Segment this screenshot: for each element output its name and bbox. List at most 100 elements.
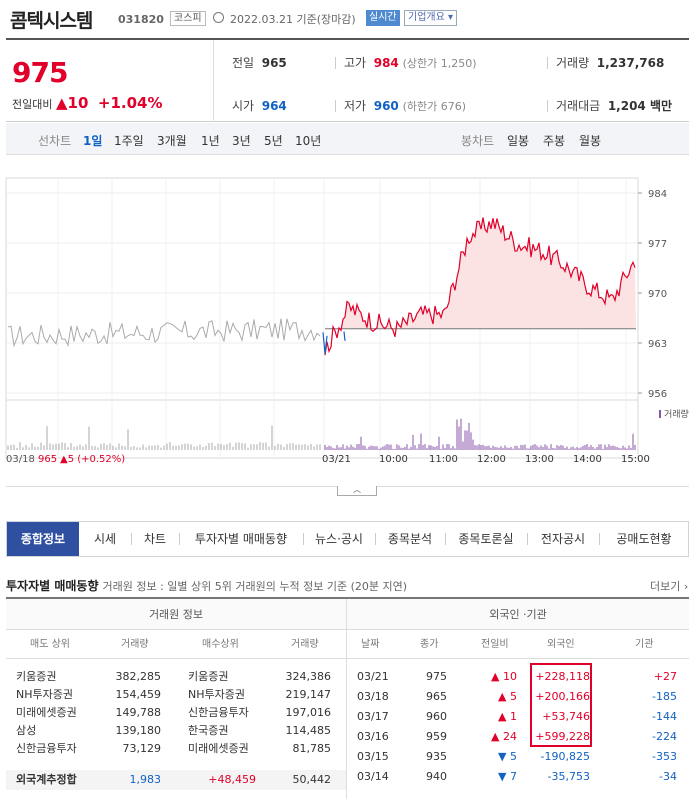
sell-broker[interactable]: 삼성 — [16, 724, 37, 737]
collapse-chart-button[interactable]: ︿ — [337, 486, 377, 496]
low-price: 저가 960 (하한가 676) — [344, 99, 467, 113]
sell-broker[interactable]: 미래에셋증권 — [16, 706, 77, 719]
row-institution: -34 — [659, 770, 677, 783]
period-3m[interactable]: 3개월 — [157, 134, 187, 148]
row-institution: -353 — [652, 750, 677, 763]
row-change: ▼ 5 — [498, 750, 517, 763]
row-date: 03/18 — [357, 690, 389, 703]
realtime-button[interactable]: 실시간 — [366, 10, 400, 26]
stock-name[interactable]: 콤텍시스템 — [10, 10, 93, 32]
period-3y[interactable]: 3년 — [232, 134, 251, 148]
diff-value: 10 — [67, 94, 89, 112]
price-line — [324, 217, 636, 356]
row-institution: -144 — [652, 710, 677, 723]
open-price: 시가 964 — [232, 99, 287, 113]
col-date: 날짜 — [361, 639, 380, 650]
tab-discussion[interactable]: 종목토론실 — [458, 532, 514, 546]
row-institution: +27 — [653, 670, 677, 683]
more-link[interactable]: 더보기 › — [650, 580, 689, 593]
row-date: 03/21 — [357, 670, 389, 683]
buy-broker[interactable]: 한국증권 — [188, 724, 229, 737]
foreign-sum-row: 외국계추정합 1,983 +48,459 50,442 — [6, 770, 346, 790]
row-close: 940 — [426, 770, 447, 783]
volume-legend-swatch — [659, 410, 661, 418]
stock-header: 콤텍시스템 031820 코스피 2022.03.21 기준(장마감) 실시간 … — [0, 0, 695, 36]
candle-daily[interactable]: 일봉 — [507, 134, 530, 148]
y-tick-label: 984 — [648, 189, 667, 200]
row-date: 03/16 — [357, 730, 389, 743]
line-chart-label: 선차트 — [38, 134, 72, 148]
row-change: ▲ 24 — [491, 730, 517, 743]
row-change: ▲ 1 — [498, 710, 517, 723]
current-price: 975 — [12, 56, 68, 89]
sell-broker[interactable]: 키움증권 — [16, 670, 57, 683]
period-1y[interactable]: 1년 — [201, 134, 220, 148]
row-foreign: -190,825 — [540, 750, 590, 763]
prev-close: 전일 965 — [232, 56, 287, 70]
buy-volume: 81,785 — [292, 742, 332, 755]
row-change: ▲ 5 — [498, 690, 517, 703]
buy-broker[interactable]: 키움증권 — [188, 670, 229, 683]
prev-info-date: 03/18 — [6, 454, 35, 465]
foreign-sum-bg — [6, 770, 346, 790]
period-5y[interactable]: 5년 — [264, 134, 283, 148]
buy-broker[interactable]: NH투자증권 — [188, 688, 245, 701]
row-close: 959 — [426, 730, 447, 743]
clock-icon — [213, 12, 224, 23]
tab-disclosure[interactable]: 전자공시 — [540, 532, 586, 546]
gain-area — [325, 217, 636, 329]
sell-volume: 382,285 — [115, 670, 162, 683]
col-close: 종가 — [420, 639, 439, 650]
buy-volume: 219,147 — [285, 688, 332, 701]
prev-info-price: 965 — [38, 454, 57, 465]
y-tick-label: 970 — [648, 289, 667, 300]
row-foreign: +53,746 — [542, 710, 590, 723]
investor-tables: 거래원 정보 외국인 ·기관 매도 상위 거래량 매수상위 거래량 날짜 종가 … — [6, 597, 689, 799]
open-dip-line — [322, 332, 328, 354]
broker-row: NH투자증권 154,459 NH투자증권 219,147 — [6, 685, 346, 705]
tab-investor-trend[interactable]: 투자자별 매매동향 — [194, 532, 288, 546]
y-tick-label: 977 — [648, 239, 667, 250]
y-tick-label: 963 — [648, 339, 667, 350]
sell-broker[interactable]: 신한금융투자 — [16, 742, 77, 755]
row-foreign: +228,118 — [535, 670, 590, 683]
period-1w[interactable]: 1주일 — [114, 134, 144, 148]
buy-volume: 197,016 — [285, 706, 332, 719]
high-price: 고가 984 (상한가 1,250) — [344, 56, 477, 70]
foreign-net: +48,459 — [208, 773, 256, 786]
volume-label: 거래량 — [664, 408, 689, 420]
tab-quote[interactable]: 시세 — [93, 532, 117, 546]
candle-weekly[interactable]: 주봉 — [543, 134, 566, 148]
buy-broker[interactable]: 신한금융투자 — [188, 706, 249, 719]
investor-row: 03/14 940 ▼ 7 -35,753 -34 — [347, 767, 689, 787]
price-chart[interactable]: 984 977 970 963 956 거래량 03/18 965 ▲5 (+0.52%) 03/… — [0, 160, 695, 470]
y-tick-label: 956 — [648, 389, 667, 400]
candle-monthly[interactable]: 월봉 — [579, 134, 602, 148]
tab-news[interactable]: 뉴스·공시 — [315, 532, 363, 546]
foreign-sum-label: 외국계추정합 — [16, 773, 77, 786]
x-tick-label: 13:00 — [525, 454, 554, 465]
tab-chart[interactable]: 차트 — [143, 532, 167, 546]
foreign-highlight-box — [530, 663, 592, 747]
section-title: 투자자별 매매동향 거래원 정보 : 일별 상위 5위 거래원의 누적 정보 기준… — [6, 579, 408, 593]
col-sell-top: 매도 상위 — [30, 639, 70, 650]
investor-group-header: 외국인 ·기관 — [347, 599, 689, 630]
candle-chart-label: 봉차트 — [461, 134, 495, 148]
foreign-sell-sum: 1,983 — [129, 773, 162, 786]
row-foreign: +200,166 — [535, 690, 590, 703]
row-foreign: +599,228 — [535, 730, 590, 743]
buy-broker[interactable]: 미래에셋증권 — [188, 742, 249, 755]
tab-short-selling[interactable]: 공매도현황 — [616, 532, 672, 546]
sell-broker[interactable]: NH투자증권 — [16, 688, 73, 701]
diff-rate: +1.04% — [97, 94, 163, 112]
row-close: 960 — [426, 710, 447, 723]
period-10y[interactable]: 10년 — [295, 134, 322, 148]
price-change: 전일대비 ▲10 +1.04% — [12, 94, 163, 112]
chart-canvas: 984 977 970 963 956 거래량 03/18 965 ▲5 (+0.52%) 03/… — [5, 177, 689, 465]
investor-row: 03/15 935 ▼ 5 -190,825 -353 — [347, 747, 689, 767]
tab-analysis[interactable]: 종목분석 — [387, 532, 433, 546]
period-1d[interactable]: 1일 — [83, 134, 103, 148]
company-overview-dropdown[interactable]: 기업개요 ▾ — [404, 10, 457, 26]
tab-overview[interactable]: 종합정보 — [7, 522, 79, 556]
price-summary: 975 전일대비 ▲10 +1.04% 전일 965 고가 984 (상한가 1… — [6, 38, 689, 122]
